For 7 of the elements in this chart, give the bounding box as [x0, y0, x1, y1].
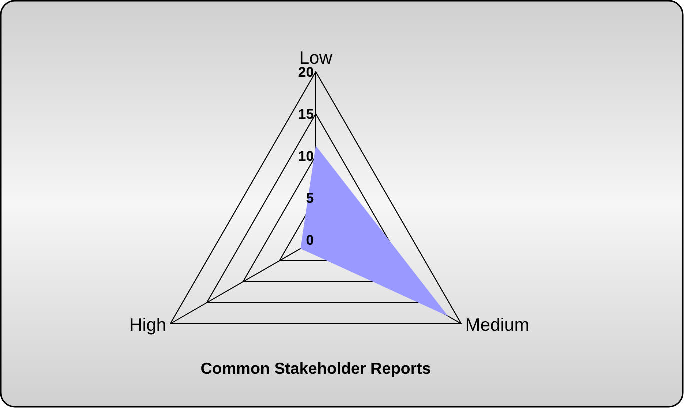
y-tick-label: 0: [306, 232, 314, 248]
spoke-label: High: [129, 315, 167, 335]
spoke-label: Medium: [465, 315, 530, 335]
y-tick-label: 10: [298, 148, 314, 164]
text: Common Stakeholder Reports: [200, 361, 432, 378]
y-tick-label: 5: [306, 190, 314, 206]
y-tick-label: 15: [298, 106, 314, 122]
